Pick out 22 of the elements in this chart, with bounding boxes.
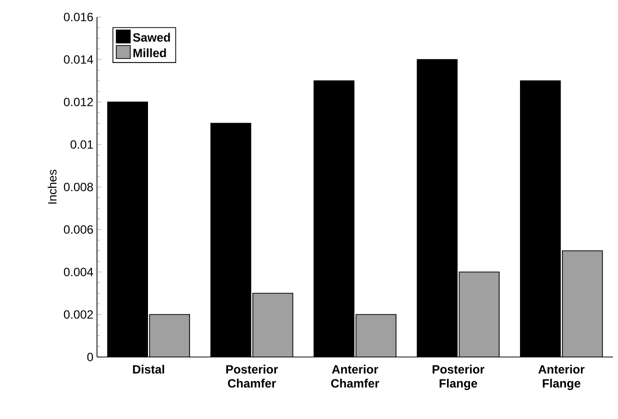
y-tick-label: 0.014 — [64, 55, 94, 64]
x-tick-label: Anterior Chamfer — [331, 364, 380, 388]
bar — [252, 293, 293, 357]
x-tick-label: Distal — [133, 364, 164, 374]
y-tick-label: 0.008 — [64, 182, 93, 192]
bar — [356, 314, 396, 357]
y-tick-label: 0 — [87, 352, 94, 362]
y-tick-label: 0.006 — [64, 225, 93, 234]
x-tick-label: Posterior Chamfer — [226, 364, 278, 388]
bar — [459, 272, 500, 357]
bar — [150, 314, 190, 357]
x-tick-label: Anterior Flange — [538, 364, 585, 390]
y-tick-label: 0.012 — [64, 98, 93, 106]
x-tick-label: Posterior Flange — [432, 364, 484, 390]
y-tick-label: 0.004 — [64, 268, 94, 276]
legend-label: Milled — [133, 48, 166, 58]
legend-label: Sawed — [133, 32, 170, 42]
bar — [562, 250, 603, 357]
y-tick-label: 0.01 — [70, 140, 93, 149]
y-tick-label: 0.002 — [64, 310, 93, 319]
y-tick-label: 0.016 — [64, 12, 93, 22]
y-axis-title: Inches — [48, 170, 57, 204]
